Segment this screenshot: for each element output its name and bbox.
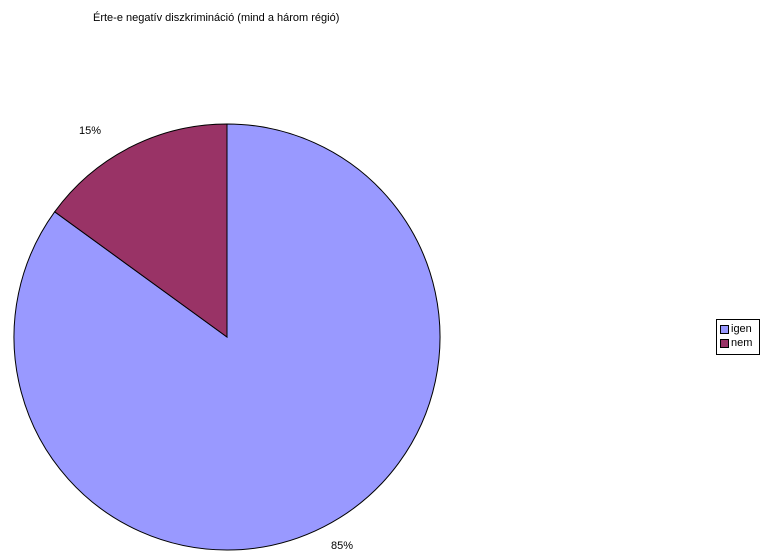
pie-slices (13, 123, 441, 551)
data-label-nem: 15% (79, 125, 101, 137)
legend-item-nem: nem (720, 336, 759, 350)
chart-legend: igen nem (716, 319, 760, 355)
legend-label-nem: nem (731, 337, 753, 349)
pie-slice-nem (53, 123, 228, 338)
legend-swatch-igen (720, 324, 729, 334)
legend-label-igen: igen (731, 323, 752, 335)
chart-title: Érte-e negatív diszkrimináció (mind a há… (93, 12, 340, 24)
legend-swatch-nem (720, 338, 729, 348)
data-label-igen: 85% (331, 540, 353, 552)
pie-data-labels: 85% 15% (79, 125, 353, 552)
legend-item-igen: igen (720, 322, 759, 336)
